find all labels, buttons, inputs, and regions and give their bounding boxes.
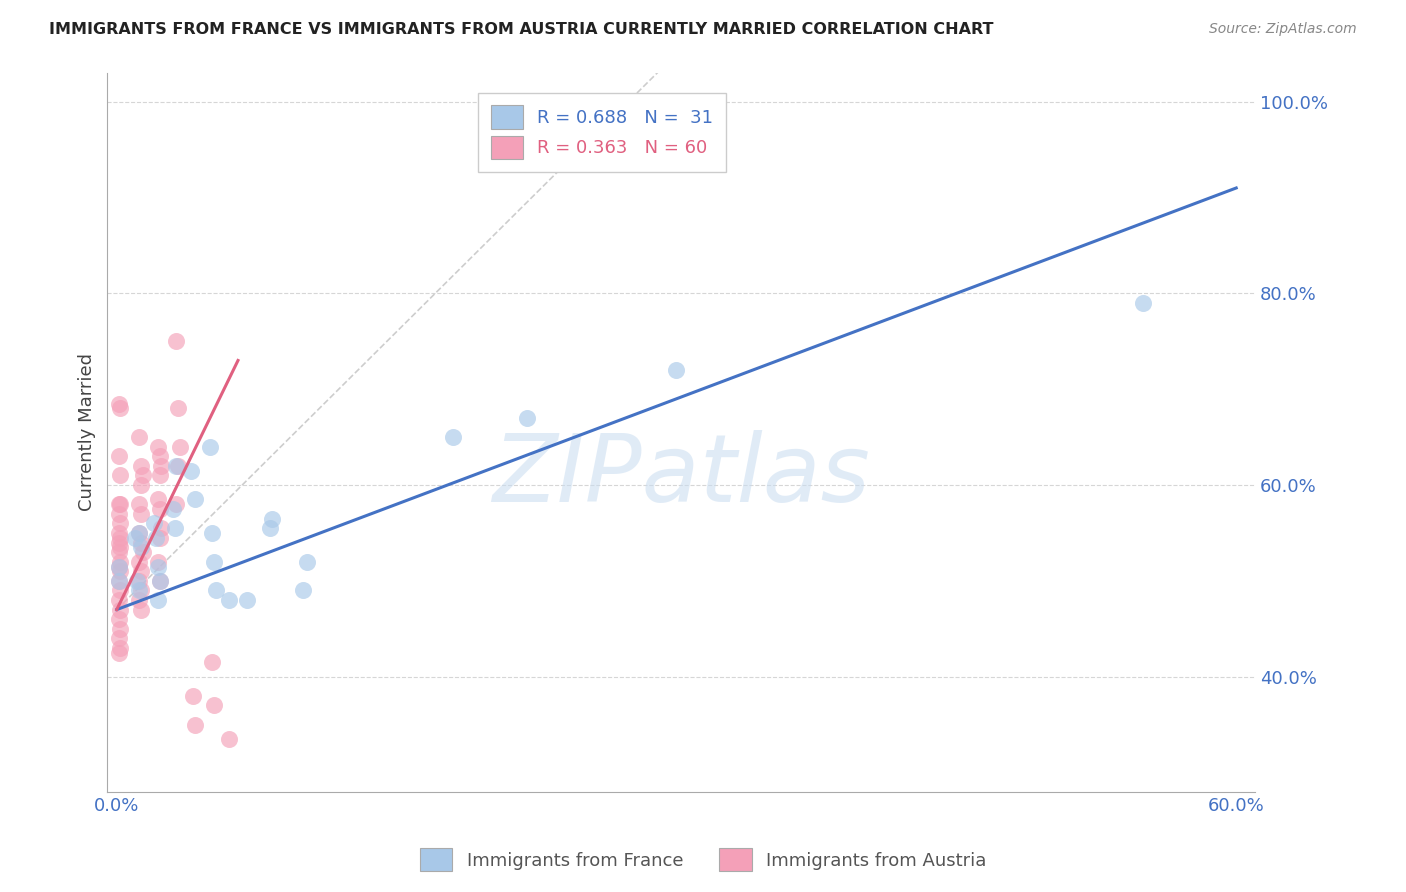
Point [110,622,132,636]
Point [292,583,315,598]
Point [150,521,173,535]
Point [146,555,169,569]
Point [167,401,190,416]
Point [107,450,129,464]
Point [110,541,132,555]
Point [204,583,226,598]
Point [143,516,166,531]
Point [128,525,150,540]
Point [260,511,283,525]
Point [165,334,187,349]
Point [236,593,259,607]
Point [129,602,152,616]
Point [107,593,129,607]
Point [146,559,169,574]
Point [107,632,129,646]
Text: ZIPatlas: ZIPatlas [492,430,870,521]
Point [107,535,129,549]
Point [107,574,129,588]
Point [169,440,191,454]
Point [202,555,225,569]
Point [127,574,149,588]
Point [184,717,207,731]
Point [149,468,172,483]
Point [149,450,172,464]
Point [165,458,187,473]
Point [295,555,318,569]
Point [107,612,129,626]
Point [184,492,207,507]
Point [129,507,152,521]
Legend: R = 0.688   N =  31, R = 0.363   N = 60: R = 0.688 N = 31, R = 0.363 N = 60 [478,93,725,171]
Point [165,497,187,511]
Point [128,430,150,444]
Point [146,492,169,507]
Point [107,559,129,574]
Text: IMMIGRANTS FROM FRANCE VS IMMIGRANTS FROM AUSTRIA CURRENTLY MARRIED CORRELATION : IMMIGRANTS FROM FRANCE VS IMMIGRANTS FRO… [49,22,994,37]
Point [162,502,184,516]
Point [150,458,173,473]
Point [149,531,172,545]
Text: Source: ZipAtlas.com: Source: ZipAtlas.com [1209,22,1357,37]
Point [149,502,172,516]
Point [107,396,129,410]
Legend: Immigrants from France, Immigrants from Austria: Immigrants from France, Immigrants from … [412,841,994,879]
Point [145,531,167,545]
Point [110,468,132,483]
Point [149,574,172,588]
Point [516,411,538,425]
Point [129,564,152,578]
Point [129,535,152,549]
Point [1132,296,1154,310]
Point [110,602,132,616]
Point [146,440,169,454]
Point [129,458,152,473]
Point [110,564,132,578]
Point [124,531,146,545]
Point [128,574,150,588]
Y-axis label: Currently Married: Currently Married [79,353,96,511]
Point [201,525,224,540]
Point [128,525,150,540]
Point [665,363,688,377]
Point [110,531,132,545]
Point [441,430,464,444]
Point [259,521,281,535]
Point [218,731,240,746]
Point [110,555,132,569]
Point [129,583,152,598]
Point [107,507,129,521]
Point [107,545,129,559]
Point [128,593,150,607]
Point [132,545,155,559]
Point [110,640,132,655]
Point [202,698,225,713]
Point [107,525,129,540]
Point [132,468,155,483]
Point [107,497,129,511]
Point [167,458,190,473]
Point [128,583,150,598]
Point [110,497,132,511]
Point [181,689,204,703]
Point [110,401,132,416]
Point [107,574,129,588]
Point [198,440,221,454]
Point [128,497,150,511]
Point [129,478,152,492]
Point [149,574,172,588]
Point [107,559,129,574]
Point [129,541,152,555]
Point [146,593,169,607]
Point [110,516,132,531]
Point [180,464,202,478]
Point [128,555,150,569]
Point [218,593,240,607]
Point [201,656,224,670]
Point [163,521,186,535]
Point [110,583,132,598]
Point [107,646,129,660]
